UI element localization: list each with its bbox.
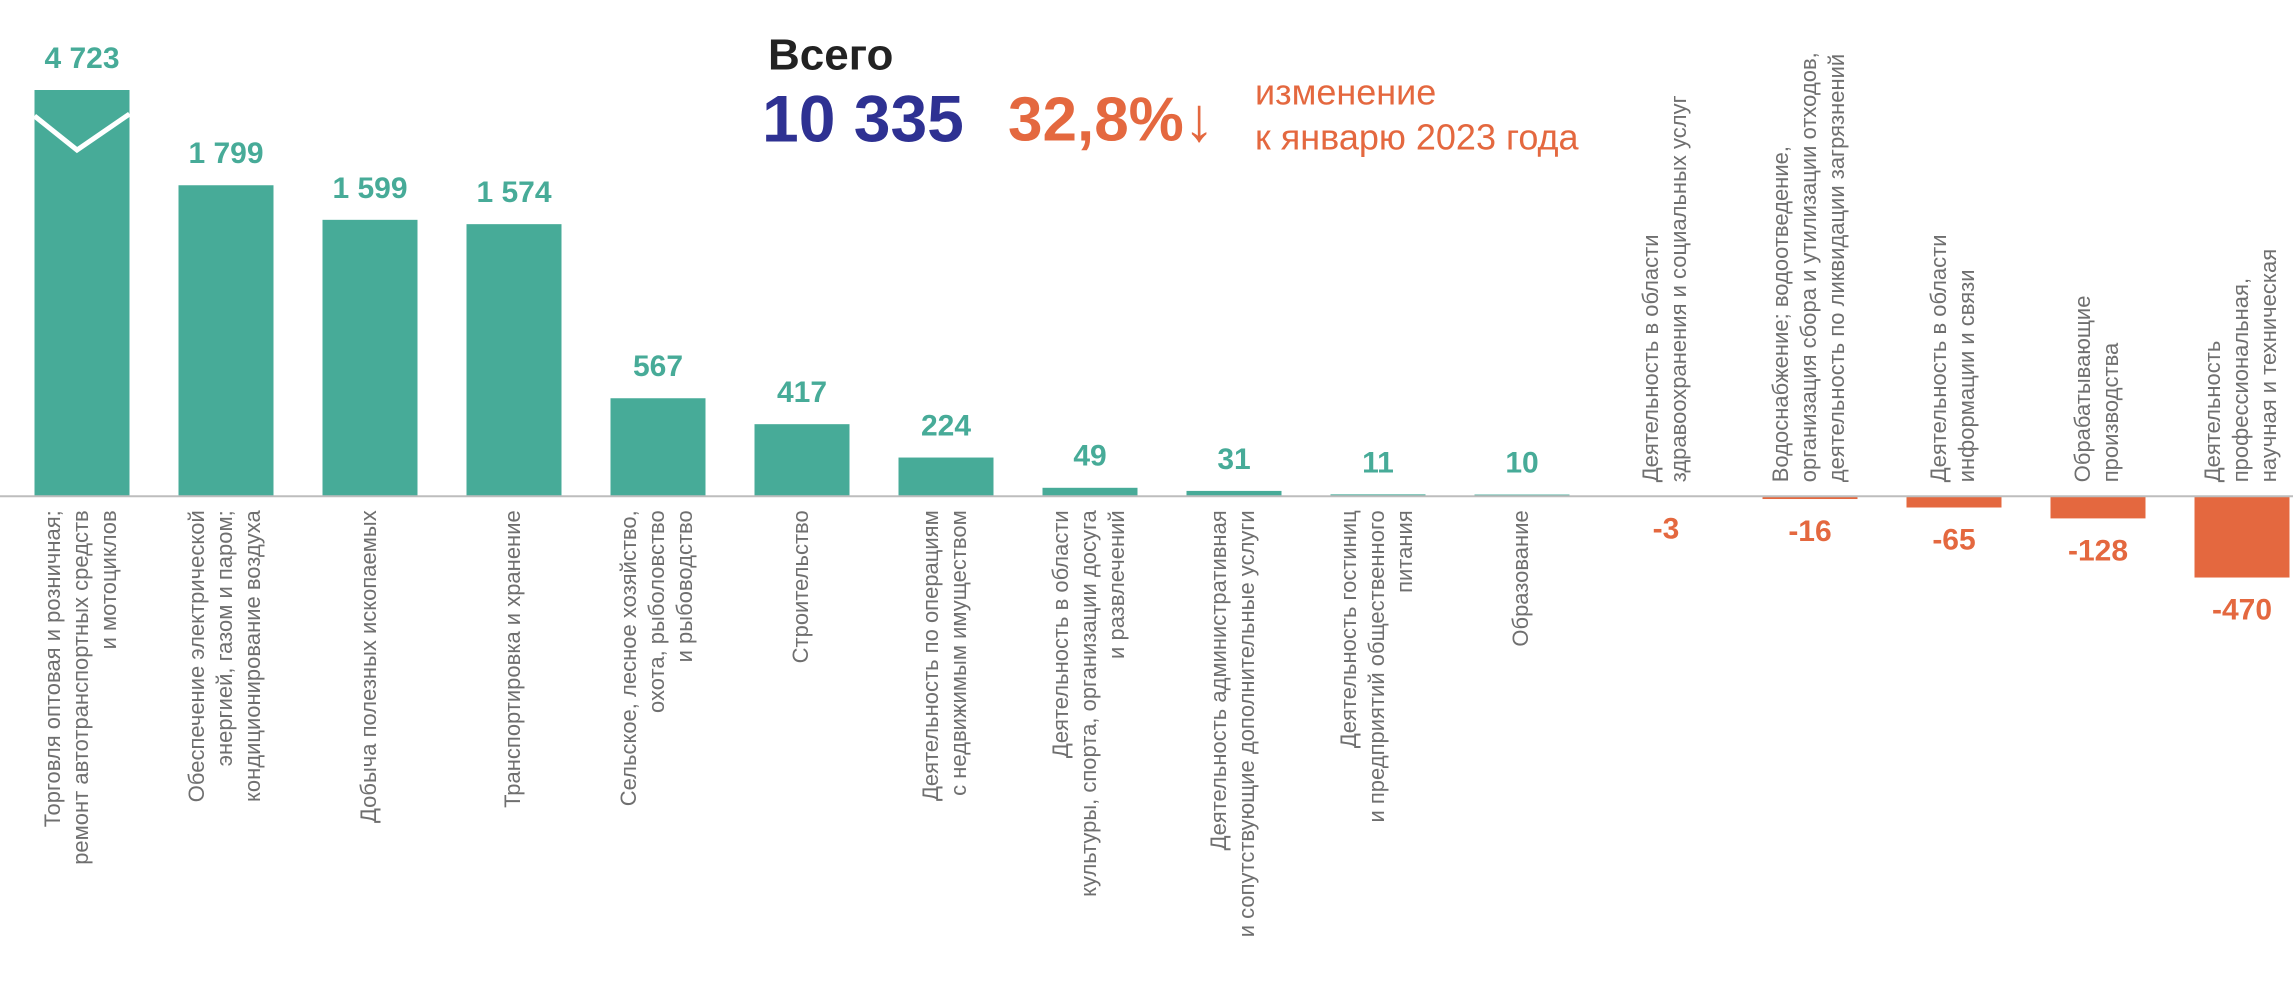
- value-label: 1 799: [188, 137, 263, 170]
- category-line: здравоохранения и социальных услуг: [1666, 95, 1691, 482]
- category-line: деятельность по ликвидации загрязнений: [1824, 54, 1849, 482]
- category-label: Добыча полезных ископаемых: [356, 510, 381, 823]
- category-line: кондиционирование воздуха: [240, 510, 265, 803]
- category-line: и развлечений: [1104, 510, 1129, 659]
- bar: [610, 398, 706, 497]
- category-line: Деятельность в области: [1638, 234, 1663, 482]
- bar: [2194, 496, 2290, 578]
- category-line: организация сбора и утилизации отходов,: [1796, 52, 1821, 482]
- bar: [466, 224, 562, 497]
- category-label: Деятельность гостиниц и предприятий общес…: [1336, 510, 1417, 823]
- category-line: производства: [2098, 342, 2123, 482]
- bar: [754, 424, 850, 497]
- value-label: 224: [921, 409, 971, 442]
- category-label: Деятельность по операциям с недвижимым им…: [918, 510, 971, 801]
- category-line: питания: [1392, 510, 1417, 593]
- category-line: Деятельность в области: [1048, 510, 1073, 758]
- category-line: информации и связи: [1954, 269, 1979, 482]
- category-label: Транспортировка и хранение: [500, 510, 525, 808]
- value-label: 567: [633, 350, 683, 383]
- category-line: Деятельность: [2200, 341, 2225, 483]
- bar: [2050, 496, 2146, 519]
- value-label: 49: [1073, 440, 1106, 473]
- category-label: Обрабатывающие производства: [2070, 296, 2123, 483]
- category-line: и рыбоводство: [672, 510, 697, 662]
- summary-total: 10 335: [762, 81, 964, 155]
- category-line: культуры, спорта, организации досуга: [1076, 510, 1101, 897]
- category-line: Добыча полезных ископаемых: [356, 510, 381, 823]
- category-label: Деятельность профессиональная, научная и т…: [2200, 249, 2281, 482]
- category-line: Водоснабжение; водоотведение,: [1768, 146, 1793, 482]
- bar: [898, 457, 994, 497]
- summary-note: к январю 2023 года: [1255, 117, 1580, 158]
- value-label: 417: [777, 376, 827, 409]
- bar: [178, 185, 274, 497]
- bar: [1762, 496, 1858, 500]
- category-line: Образование: [1508, 510, 1533, 646]
- category-line: профессиональная,: [2228, 278, 2253, 482]
- value-label: -470: [2212, 593, 2272, 626]
- category-label: Образование: [1508, 510, 1533, 646]
- value-label: 31: [1217, 443, 1250, 476]
- category-line: Сельское, лесное хозяйство,: [616, 510, 641, 806]
- value-label: -65: [1932, 523, 1975, 556]
- category-line: Торговля оптовая и розничная;: [40, 510, 65, 827]
- value-label: -128: [2068, 534, 2128, 567]
- axis-break: [32, 111, 131, 154]
- category-line: с недвижимым имуществом: [946, 510, 971, 796]
- category-label: Деятельность в области информации и связи: [1926, 234, 1979, 482]
- category-line: ремонт автотранспортных средств: [68, 510, 93, 865]
- category-line: Деятельность административная: [1206, 510, 1231, 850]
- bar: [1186, 490, 1282, 497]
- category-line: Деятельность по операциям: [918, 510, 943, 801]
- category-label: Сельское, лесное хозяйство, охота, рыболо…: [616, 510, 697, 806]
- bar: [322, 219, 418, 497]
- value-label: 1 599: [332, 172, 407, 205]
- bars: [34, 90, 2290, 578]
- category-line: и сопутствующие дополнительные услуги: [1234, 510, 1259, 937]
- category-line: Обеспечение электрической: [184, 510, 209, 802]
- category-label: Торговля оптовая и розничная; ремонт авто…: [40, 510, 121, 865]
- value-label: -3: [1653, 513, 1680, 546]
- summary-note: изменение: [1255, 72, 1436, 113]
- category-line: Деятельность гостиниц: [1336, 510, 1361, 748]
- category-line: Обрабатывающие: [2070, 296, 2095, 483]
- category-label: Деятельность в области здравоохранения и …: [1638, 95, 1691, 482]
- value-label: 1 574: [476, 176, 551, 209]
- category-line: научная и техническая: [2256, 249, 2281, 482]
- category-line: и мотоциклов: [96, 510, 121, 649]
- category-line: Строительство: [788, 510, 813, 663]
- bar: [34, 90, 130, 497]
- category-label: Строительство: [788, 510, 813, 663]
- category-label: Обеспечение электрической энергией, газом…: [184, 510, 265, 803]
- category-label: Деятельность административная и сопутству…: [1206, 510, 1259, 937]
- category-line: охота, рыболовство: [644, 510, 669, 713]
- category-label: Водоснабжение; водоотведение, организация…: [1768, 52, 1849, 482]
- summary-title: Всего: [768, 31, 893, 80]
- category-line: и предприятий общественного: [1364, 510, 1389, 822]
- value-label: -16: [1788, 515, 1831, 548]
- category-line: Транспортировка и хранение: [500, 510, 525, 808]
- category-line: Деятельность в области: [1926, 234, 1951, 482]
- summary-change: 32,8%↓: [1008, 85, 1215, 154]
- bar: [1042, 487, 1138, 497]
- value-label: 4 723: [44, 42, 119, 75]
- value-label: 11: [1362, 446, 1394, 479]
- value-label: 10: [1505, 446, 1538, 479]
- bar: [1906, 496, 2002, 508]
- category-line: энергией, газом и паром;: [212, 510, 237, 766]
- category-label: Деятельность в области культуры, спорта, …: [1048, 510, 1129, 897]
